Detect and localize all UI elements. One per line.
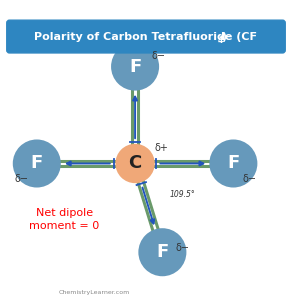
Text: F: F: [129, 58, 141, 76]
Text: δ−: δ−: [243, 173, 257, 184]
Text: δ−: δ−: [15, 173, 29, 184]
Circle shape: [138, 228, 186, 276]
Text: F: F: [31, 154, 43, 172]
Circle shape: [13, 140, 61, 188]
Text: C: C: [128, 154, 142, 172]
Text: Polarity of Carbon Tetrafluoride (CF: Polarity of Carbon Tetrafluoride (CF: [34, 32, 258, 42]
Text: F: F: [156, 243, 168, 261]
Text: δ−: δ−: [151, 51, 165, 61]
Text: δ−: δ−: [176, 243, 190, 253]
Text: ): ): [221, 32, 226, 42]
Text: 109.5°: 109.5°: [170, 190, 196, 200]
Text: Net dipole
moment = 0: Net dipole moment = 0: [29, 208, 99, 231]
Text: 4: 4: [218, 36, 223, 45]
Circle shape: [115, 144, 155, 183]
Text: δ+: δ+: [154, 143, 168, 154]
Circle shape: [209, 140, 257, 188]
Circle shape: [111, 43, 159, 91]
Text: F: F: [227, 154, 239, 172]
FancyBboxPatch shape: [7, 20, 285, 53]
Text: ChemistryLearner.com: ChemistryLearner.com: [59, 290, 130, 295]
